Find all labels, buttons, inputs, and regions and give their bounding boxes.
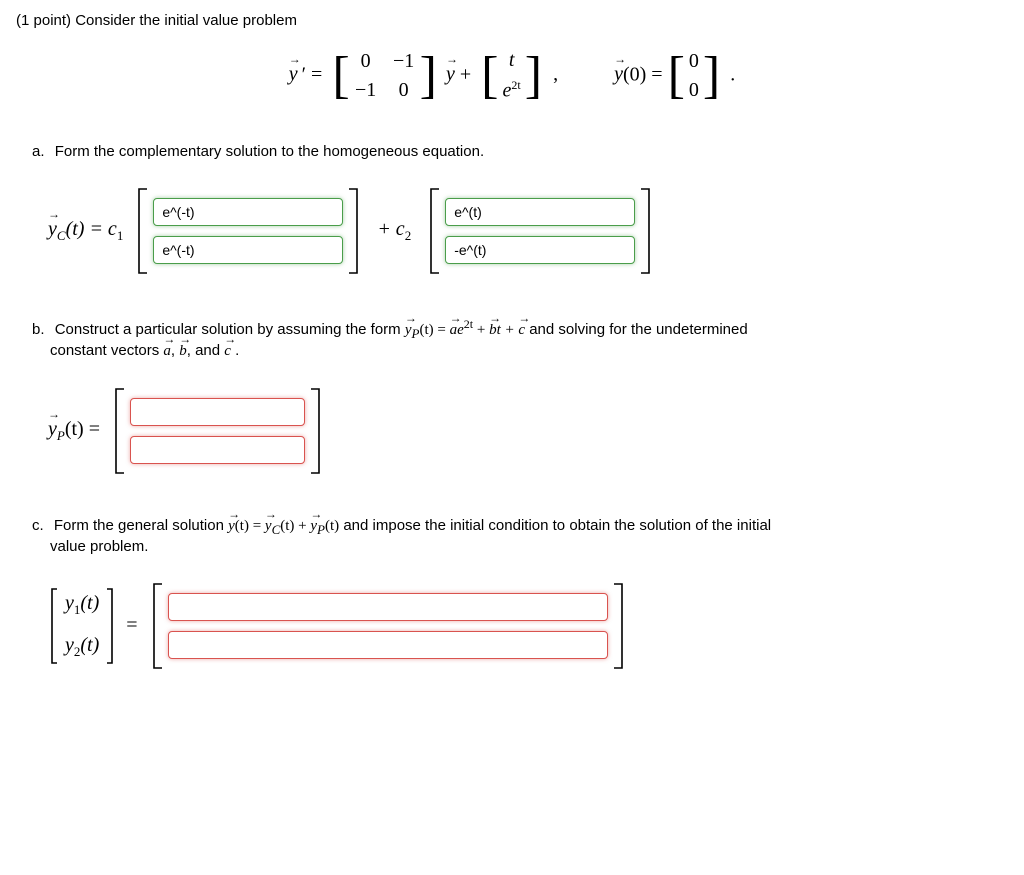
bracket-left-icon [425, 185, 443, 277]
part-c-answer: y1(t) y2(t) = [48, 580, 1008, 672]
problem-header: (1 point) Consider the initial value pro… [16, 12, 1008, 29]
part-b: b. Construct a particular solution by as… [32, 317, 1008, 360]
bracket-right-icon [105, 586, 116, 666]
bracket-right-icon [610, 580, 628, 672]
bracket-right-icon [637, 185, 655, 277]
part-a-input-1[interactable] [153, 198, 343, 226]
bracket-left-icon [110, 385, 128, 477]
mat-a21: −1 [354, 79, 378, 102]
part-c-input-1[interactable] [168, 593, 608, 621]
part-a-text: Form the complementary solution to the h… [55, 143, 484, 160]
part-b-label: b. [32, 321, 45, 338]
part-a-input-3[interactable] [445, 198, 635, 226]
part-a: a. Form the complementary solution to th… [32, 143, 1008, 160]
part-c-input-2[interactable] [168, 631, 608, 659]
bracket-left-icon [48, 586, 59, 666]
bracket-left-icon [148, 580, 166, 672]
part-b-answer: yP(t) = [48, 385, 1008, 477]
ic-y: y [614, 63, 623, 86]
bracket-right-icon [345, 185, 363, 277]
part-b-input-2[interactable] [130, 436, 305, 464]
part-a-input-4[interactable] [445, 236, 635, 264]
part-c-label: c. [32, 517, 44, 534]
mat-a22: 0 [392, 79, 416, 102]
mat-a11: 0 [354, 50, 378, 73]
part-a-answer: yC(t) = c1 + c2 [48, 185, 1008, 277]
ic-r2: 0 [689, 79, 699, 102]
part-c: c. Form the general solution y(t) = yC(t… [32, 517, 1008, 555]
forcing-r1: t [509, 49, 515, 72]
header-text: (1 point) Consider the initial value pro… [16, 12, 297, 29]
bracket-right-icon [307, 385, 325, 477]
part-a-input-2[interactable] [153, 236, 343, 264]
forcing-r2-sup: 2t [511, 78, 520, 92]
part-b-input-1[interactable] [130, 398, 305, 426]
bracket-left-icon [133, 185, 151, 277]
part-a-label: a. [32, 143, 45, 160]
ivp-equation: y ′ = [ 0−1 −10 ] y + [ t e2t ] , y(0) =… [16, 49, 1008, 103]
ic-r1: 0 [689, 50, 699, 73]
ic-label: (0) = [623, 63, 668, 85]
mat-a12: −1 [392, 50, 416, 73]
